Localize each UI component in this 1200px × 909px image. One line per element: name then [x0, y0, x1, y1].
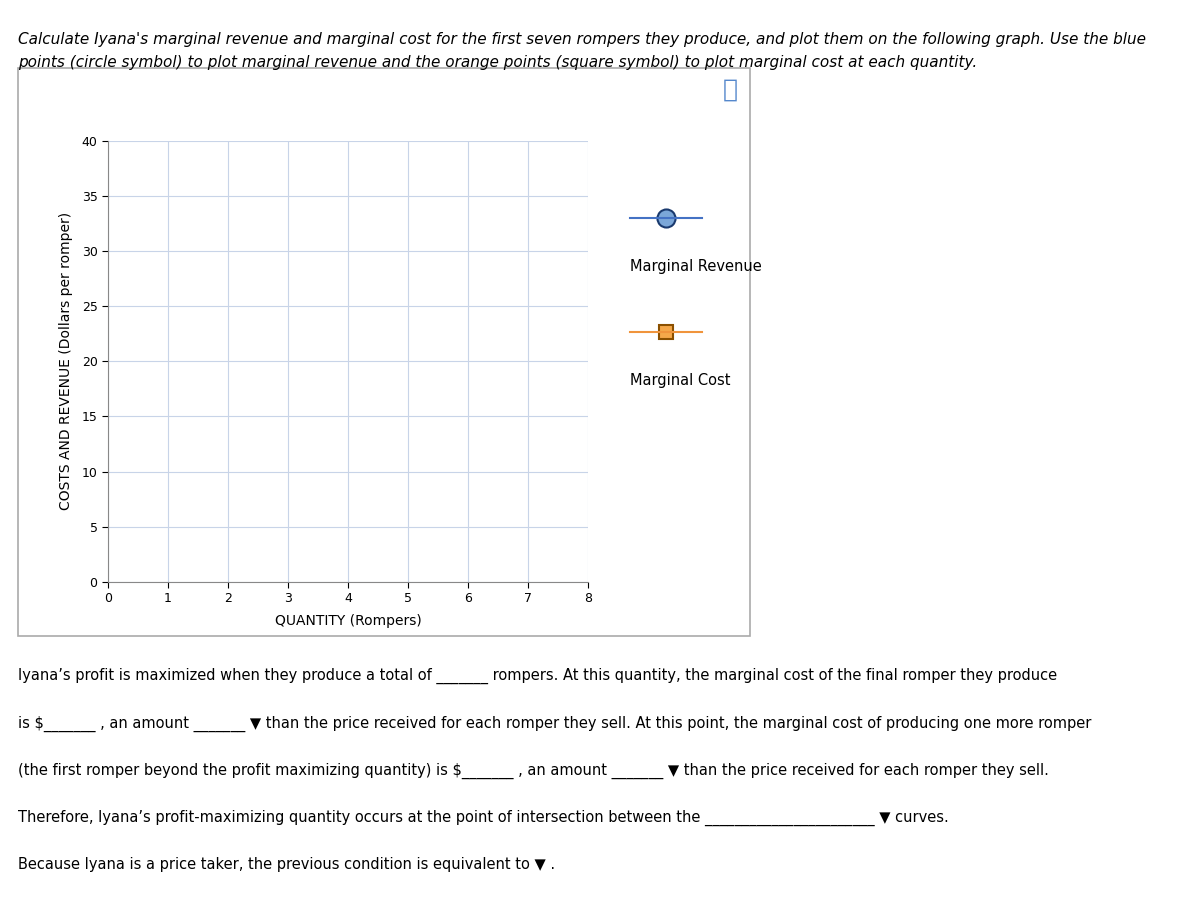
Y-axis label: COSTS AND REVENUE (Dollars per romper): COSTS AND REVENUE (Dollars per romper)	[59, 213, 73, 510]
Text: Marginal Cost: Marginal Cost	[630, 373, 731, 388]
Text: points (circle symbol) to plot marginal revenue and the orange points (square sy: points (circle symbol) to plot marginal …	[18, 55, 977, 70]
Text: Calculate Iyana's marginal revenue and marginal cost for the first seven rompers: Calculate Iyana's marginal revenue and m…	[18, 32, 1146, 47]
Text: is $_______ , an amount _______ ▼ than the price received for each romper they s: is $_______ , an amount _______ ▼ than t…	[18, 715, 1091, 732]
Text: ⓘ: ⓘ	[722, 77, 738, 101]
X-axis label: QUANTITY (Rompers): QUANTITY (Rompers)	[275, 614, 421, 627]
Text: Because Iyana is a price taker, the previous condition is equivalent to ▼ .: Because Iyana is a price taker, the prev…	[18, 857, 556, 873]
Text: Iyana’s profit is maximized when they produce a total of _______ rompers. At thi: Iyana’s profit is maximized when they pr…	[18, 668, 1057, 684]
Text: (the first romper beyond the profit maximizing quantity) is $_______ , an amount: (the first romper beyond the profit maxi…	[18, 763, 1049, 779]
Text: Marginal Revenue: Marginal Revenue	[630, 259, 762, 275]
Text: Therefore, Iyana’s profit-maximizing quantity occurs at the point of intersectio: Therefore, Iyana’s profit-maximizing qua…	[18, 810, 949, 826]
